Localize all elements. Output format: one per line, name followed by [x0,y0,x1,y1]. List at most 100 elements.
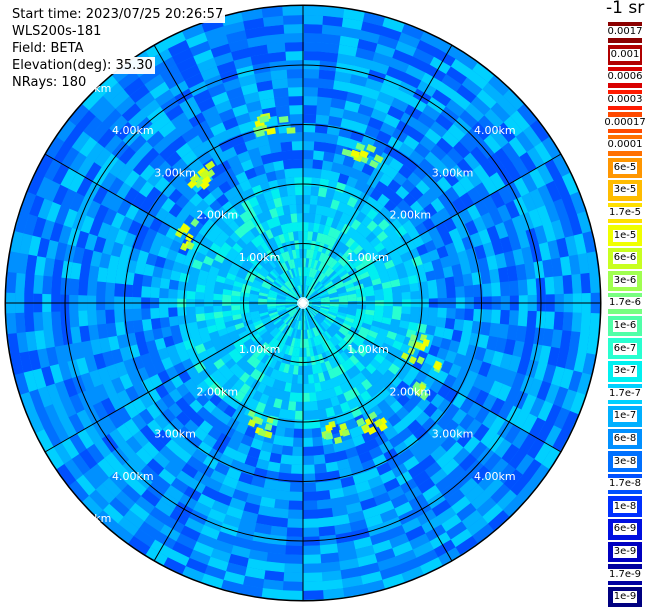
field-cell [233,215,246,228]
field-cell [238,121,254,134]
field-cell [302,401,311,411]
field-cell [306,267,311,277]
field-cell [372,213,385,226]
field-cell [154,255,167,269]
field-cell [506,265,518,283]
field-cell [435,277,447,290]
field-cell [403,135,420,151]
field-cell [299,276,302,286]
field-cell [37,385,53,408]
field-cell [277,309,287,315]
field-cell [347,293,357,299]
field-cell [417,383,427,393]
field-cell [311,168,323,179]
field-cell [311,299,321,303]
field-cell [538,345,552,365]
field-cell [88,95,110,117]
field-cell [287,280,294,289]
field-cell [435,113,455,132]
field-cell [281,353,289,364]
range-label: 4.00km [112,470,154,483]
field-cell [317,353,325,364]
field-cell [444,318,456,331]
field-cell [360,378,373,391]
field-cell [353,244,364,256]
field-cell [373,338,384,349]
field-cell [239,222,251,235]
field-cell [359,30,381,44]
field-cell [469,441,488,461]
field-cell [334,264,344,274]
field-cell [247,484,264,497]
field-cell [568,370,583,393]
field-cell [215,99,233,114]
field-cell [349,326,360,335]
field-cell [109,88,131,109]
field-cell [377,34,400,50]
field-cell [181,149,198,166]
field-cell [209,242,222,254]
field-cell [149,373,163,389]
field-cell [343,279,354,287]
field-cell [270,516,288,528]
field-cell [259,341,269,352]
field-cell [302,338,307,348]
field-cell [303,195,311,205]
field-cell [356,553,378,568]
field-cell [513,177,530,198]
field-cell [111,211,126,229]
field-cell [250,226,261,238]
field-cell [586,251,599,274]
field-cell [292,328,298,339]
field-cell [163,258,175,271]
field-cell [84,161,103,182]
field-cell [261,487,277,500]
field-cell [130,413,147,431]
field-cell [436,245,449,259]
field-cell [88,488,110,511]
field-cell [315,204,324,216]
field-cell [289,204,298,214]
field-cell [235,171,249,184]
field-cell [310,291,318,298]
field-cell [269,287,279,293]
field-cell [337,173,350,185]
field-cell [505,200,521,220]
field-cell [222,116,239,131]
field-cell [517,279,528,297]
field-cell [403,433,419,449]
field-cell [144,73,166,92]
field-cell [329,259,338,269]
field-cell [444,388,459,405]
field-cell [302,473,316,483]
field-cell [175,470,194,487]
field-cell [561,389,577,412]
field-cell [282,314,291,323]
field-cell [258,88,275,101]
field-cell [100,189,117,209]
field-cell [183,378,197,392]
field-cell [108,254,120,271]
field-cell [123,401,139,419]
field-cell [59,416,77,438]
field-cell [576,372,592,396]
field-cell [303,177,313,187]
field-cell [227,373,240,386]
field-cell [437,398,453,415]
field-cell [196,493,216,509]
field-cell [336,241,346,253]
field-cell [125,151,143,171]
field-cell [240,312,251,319]
field-cell [314,132,328,143]
field-cell [589,313,600,336]
field-cell [450,528,473,548]
field-cell [392,171,408,187]
field-cell [471,121,491,142]
field-cell [327,327,337,336]
field-cell [289,482,303,492]
field-cell [174,251,187,265]
field-cell [335,316,345,323]
field-cell [372,52,394,67]
field-cell [329,272,339,281]
field-cell [541,136,561,160]
